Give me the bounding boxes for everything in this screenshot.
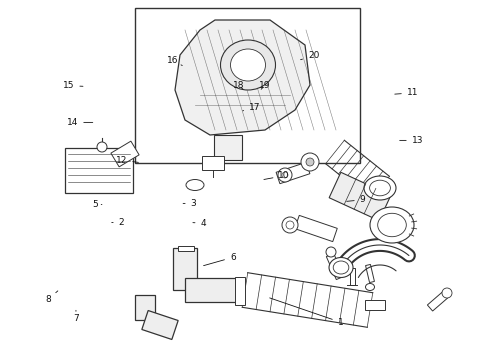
Circle shape xyxy=(301,153,319,171)
Ellipse shape xyxy=(378,213,406,237)
Text: 14: 14 xyxy=(67,118,93,127)
Text: 17: 17 xyxy=(243,103,261,112)
Text: 9: 9 xyxy=(347,195,366,204)
Ellipse shape xyxy=(370,207,414,243)
Bar xyxy=(65,148,133,193)
Polygon shape xyxy=(366,265,374,283)
Text: 13: 13 xyxy=(400,136,423,145)
Text: 5: 5 xyxy=(93,200,102,209)
Circle shape xyxy=(282,172,288,178)
Polygon shape xyxy=(175,20,310,135)
Circle shape xyxy=(326,247,336,257)
Circle shape xyxy=(282,217,298,233)
Ellipse shape xyxy=(186,180,204,190)
Bar xyxy=(135,8,360,163)
Text: 4: 4 xyxy=(193,219,206,228)
Polygon shape xyxy=(427,292,448,311)
Polygon shape xyxy=(214,135,242,160)
Polygon shape xyxy=(276,162,310,184)
Ellipse shape xyxy=(329,257,353,278)
Text: 18: 18 xyxy=(233,81,245,90)
Polygon shape xyxy=(326,253,343,280)
Circle shape xyxy=(278,168,292,182)
Text: 11: 11 xyxy=(395,89,418,98)
Ellipse shape xyxy=(220,40,275,90)
Circle shape xyxy=(306,158,314,166)
Text: 12: 12 xyxy=(116,156,138,165)
Ellipse shape xyxy=(333,261,349,274)
Ellipse shape xyxy=(369,180,391,196)
Polygon shape xyxy=(349,268,354,285)
Text: 19: 19 xyxy=(259,81,270,90)
Text: 3: 3 xyxy=(183,199,196,208)
Circle shape xyxy=(97,142,107,152)
Text: 2: 2 xyxy=(112,218,124,227)
Text: 20: 20 xyxy=(300,51,319,60)
Text: 1: 1 xyxy=(270,298,343,327)
Text: 15: 15 xyxy=(63,81,83,90)
Polygon shape xyxy=(135,295,155,320)
Bar xyxy=(202,156,224,170)
Polygon shape xyxy=(178,246,194,251)
Polygon shape xyxy=(111,141,139,167)
Polygon shape xyxy=(142,311,178,339)
Polygon shape xyxy=(329,172,391,221)
Text: 8: 8 xyxy=(45,291,58,304)
Circle shape xyxy=(442,288,452,298)
Ellipse shape xyxy=(230,49,266,81)
Text: 16: 16 xyxy=(167,56,182,66)
Text: 6: 6 xyxy=(203,253,236,266)
Text: 7: 7 xyxy=(73,310,79,323)
Polygon shape xyxy=(365,300,385,310)
Polygon shape xyxy=(185,278,240,302)
Polygon shape xyxy=(173,248,197,290)
Text: 10: 10 xyxy=(264,171,290,180)
Ellipse shape xyxy=(364,176,396,200)
Polygon shape xyxy=(236,283,241,298)
Polygon shape xyxy=(235,277,245,305)
Circle shape xyxy=(286,221,294,229)
Polygon shape xyxy=(294,215,337,242)
Ellipse shape xyxy=(366,284,374,291)
